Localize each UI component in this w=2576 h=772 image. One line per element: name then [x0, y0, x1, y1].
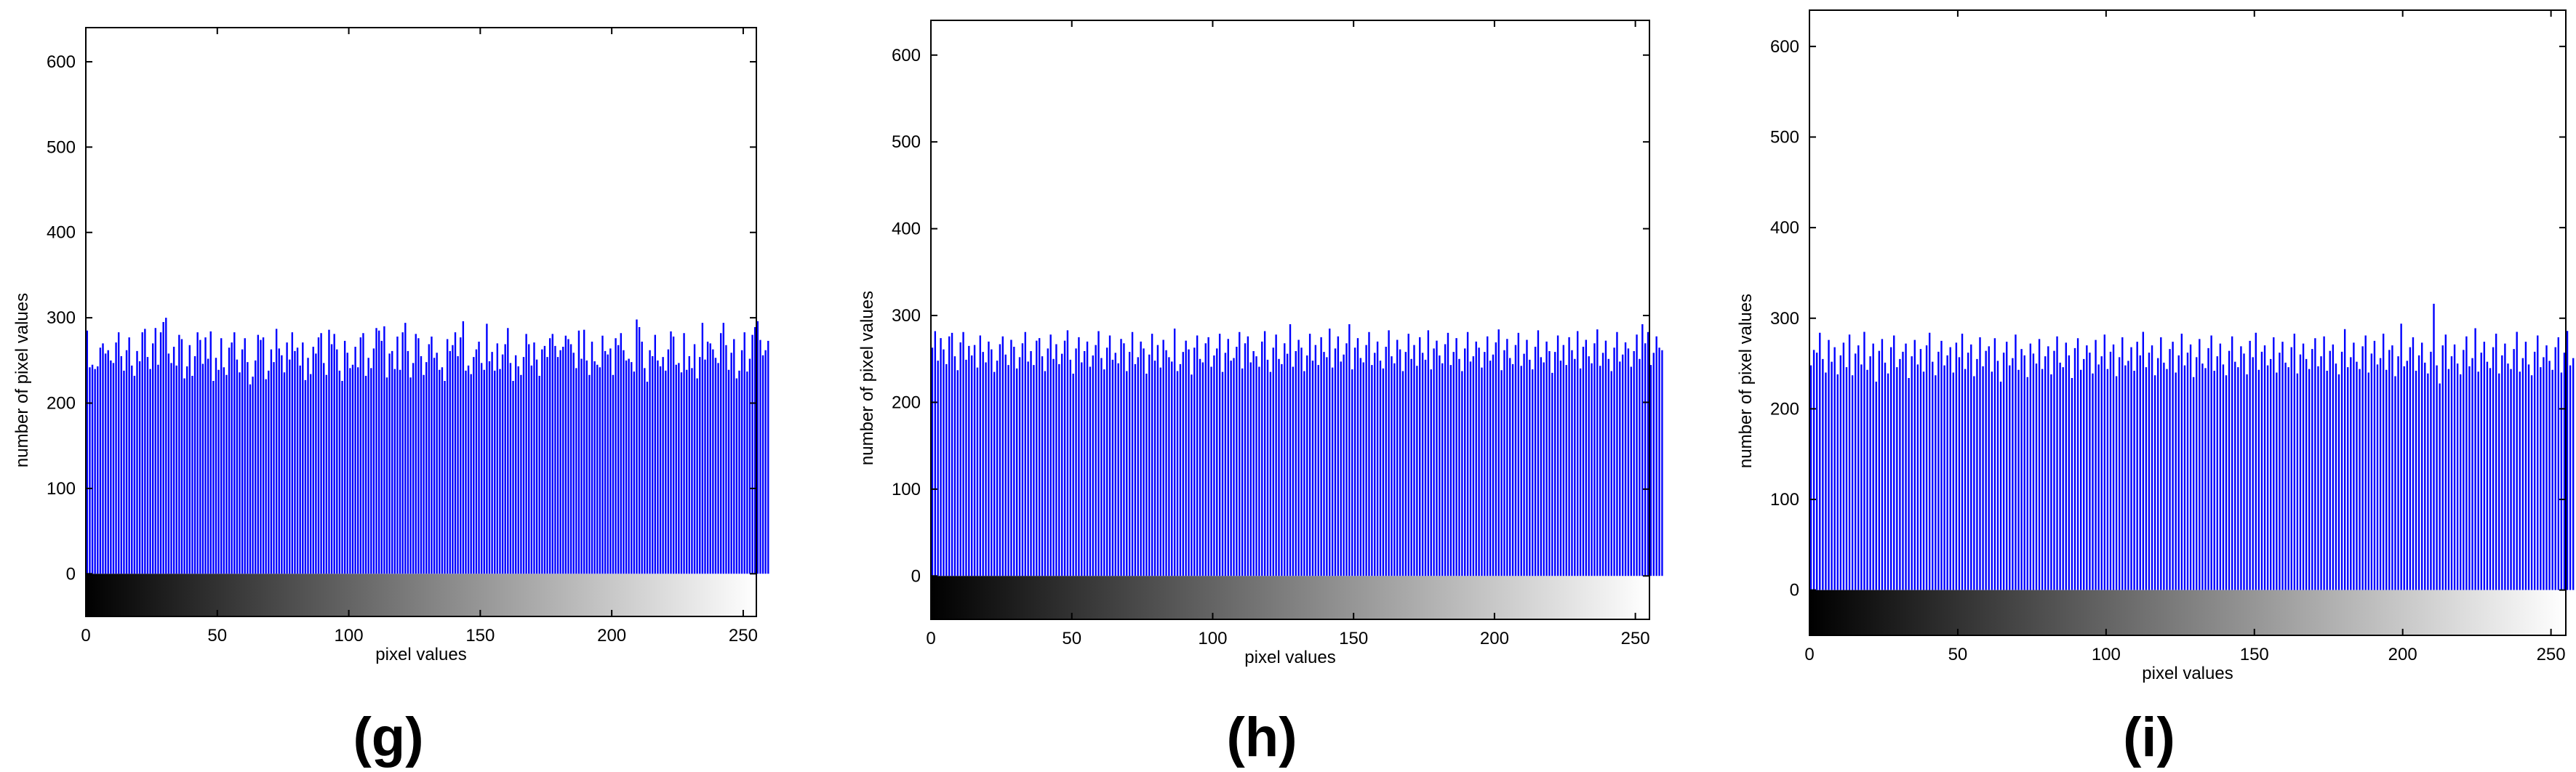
x-tick-label: 100: [2092, 645, 2121, 664]
x-tick-label: 200: [2388, 645, 2417, 664]
x-tick-label: 200: [1480, 629, 1509, 648]
y-tick-label: 100: [892, 480, 921, 499]
y-tick-label: 200: [47, 394, 76, 414]
axes-box: [930, 20, 1650, 620]
y-tick-label: 100: [47, 479, 76, 499]
y-tick-label: 100: [1770, 490, 1799, 510]
x-tick-label: 0: [81, 626, 90, 646]
y-tick-label: 200: [1770, 399, 1799, 419]
y-tick-label: 0: [66, 564, 76, 584]
axes-box: [85, 27, 757, 617]
histogram-panel-3: 0 100 200 300 400 500 600 0 50 100 150 200 250 pixel …: [1736, 9, 2575, 683]
grayscale-colorbar: [1809, 590, 2566, 635]
bar-series: [1809, 303, 2575, 590]
grayscale-colorbar: [86, 574, 756, 616]
x-tick-label: 150: [2240, 645, 2269, 664]
x-tick-label: 0: [926, 629, 935, 648]
y-axis-label: number of pixel values: [857, 291, 877, 465]
y-tick-label: 300: [47, 308, 76, 328]
bar-series: [931, 323, 1663, 576]
x-tick-label: 150: [1339, 629, 1368, 648]
axes-box: [1809, 9, 2567, 636]
y-tick-label: 400: [892, 220, 921, 239]
x-axis-label: pixel values: [375, 645, 466, 664]
x-tick-label: 50: [207, 626, 227, 646]
x-tick-label: 100: [1198, 629, 1227, 648]
x-tick-label: 200: [597, 626, 626, 646]
x-axis-label: pixel values: [2142, 664, 2233, 683]
y-tick-label: 300: [1770, 309, 1799, 329]
y-tick-label: 400: [1770, 218, 1799, 238]
x-tick-label: 250: [2537, 645, 2566, 664]
y-tick-label: 200: [892, 393, 921, 412]
x-tick-label: 100: [335, 626, 364, 646]
x-axis-label: pixel values: [1244, 648, 1335, 667]
y-tick-label: 400: [47, 223, 76, 243]
histogram-panel-1: 0 100 200 300 400 500 600 0 50 100 150 200 250 pixel …: [12, 27, 769, 664]
grayscale-colorbar: [931, 576, 1649, 619]
bar-series: [86, 318, 769, 574]
panel-label: (h): [1226, 707, 1297, 768]
y-tick-label: 600: [1770, 37, 1799, 57]
y-tick-label: 300: [892, 306, 921, 326]
y-tick-label: 500: [892, 132, 921, 152]
histogram-panel-2: 0 100 200 300 400 500 600 0 50 100 150 200 250 pixel …: [857, 20, 1663, 667]
y-tick-label: 600: [47, 52, 76, 72]
y-tick-label: 500: [1770, 127, 1799, 147]
x-tick-label: 250: [1621, 629, 1650, 648]
y-axis-label: number of pixel values: [12, 293, 32, 467]
panel-label: (i): [2123, 707, 2175, 768]
y-tick-label: 500: [47, 137, 76, 157]
y-axis-label: number of pixel values: [1736, 294, 1756, 468]
x-tick-label: 50: [1062, 629, 1081, 648]
y-tick-label: 600: [892, 46, 921, 65]
x-tick-label: 0: [1804, 645, 1814, 664]
x-tick-label: 50: [1948, 645, 1968, 664]
panel-label: (g): [353, 707, 423, 768]
x-tick-label: 250: [729, 626, 758, 646]
y-tick-label: 0: [1790, 581, 1799, 600]
y-tick-label: 0: [911, 566, 921, 586]
x-tick-label: 150: [465, 626, 495, 646]
